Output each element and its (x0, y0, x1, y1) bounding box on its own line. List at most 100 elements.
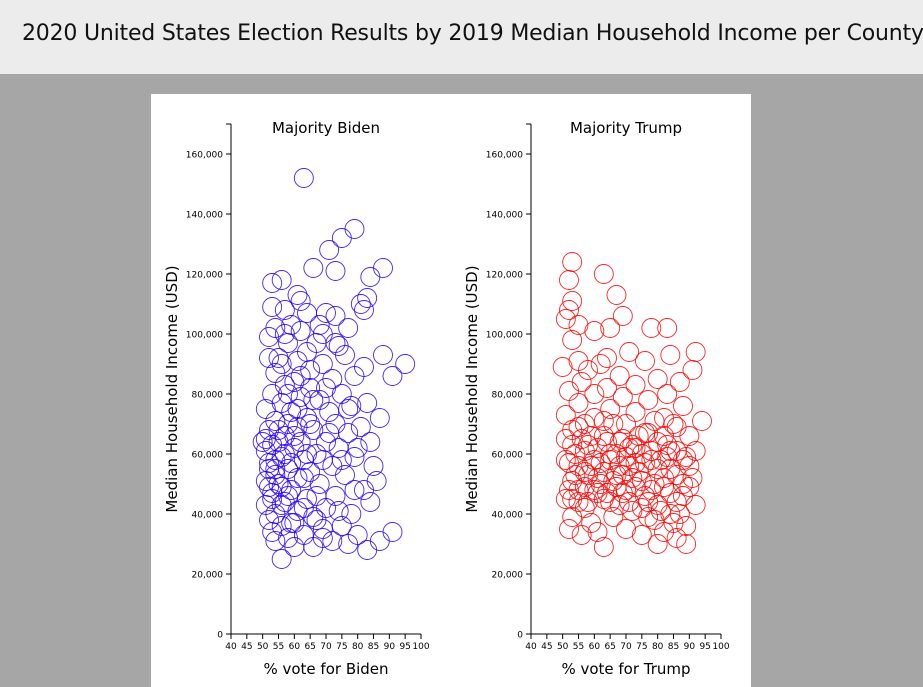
data-point (625, 477, 646, 497)
data-point (568, 417, 589, 437)
data-point (278, 384, 298, 404)
data-point (284, 537, 305, 557)
data-point (578, 360, 598, 380)
data-point (584, 408, 605, 428)
y-tick-label: 160,000 (186, 151, 223, 161)
x-tick-label: 95 (699, 642, 710, 652)
data-point (259, 327, 279, 347)
data-point (559, 270, 579, 290)
data-point (657, 318, 678, 338)
y-tick-label: 80,000 (192, 391, 224, 401)
data-point (303, 390, 324, 410)
data-point (297, 303, 317, 323)
y-axis-label: Median Household Income (USD) (463, 265, 481, 512)
data-point (635, 351, 655, 371)
data-point (287, 399, 308, 419)
data-point (325, 333, 346, 353)
data-point (265, 465, 286, 485)
data-point (685, 441, 706, 461)
data-point (319, 423, 340, 443)
y-tick-label: 140,000 (186, 211, 223, 221)
data-point (676, 534, 697, 554)
data-point (354, 480, 374, 500)
data-point (325, 414, 346, 434)
data-point (590, 453, 611, 473)
data-point (603, 507, 624, 527)
data-point (366, 471, 387, 491)
data-point (360, 267, 381, 287)
data-point (631, 525, 652, 545)
chart-panel: 0 20,000 40,000 60,000 80,000 100,000 120,000 1… (151, 94, 751, 687)
data-point (259, 477, 279, 497)
data-point (284, 426, 305, 446)
data-point (344, 219, 365, 239)
data-point (341, 396, 362, 416)
data-point (350, 294, 371, 314)
data-point (357, 288, 378, 308)
data-point (600, 399, 621, 419)
data-point (312, 354, 333, 374)
data-point (357, 393, 378, 413)
y-tick-label: 20,000 (192, 571, 224, 581)
x-tick-label: 65 (304, 642, 315, 652)
data-point (597, 378, 617, 398)
data-point (373, 345, 393, 365)
data-point (325, 486, 346, 506)
data-point (682, 468, 703, 488)
data-point (657, 384, 678, 404)
chart-1: 0 20,000 40,000 60,000 80,000 100,000 120,000 1… (463, 119, 730, 678)
x-tick-label: 70 (320, 642, 332, 652)
y-axis-label: Median Household Income (USD) (163, 265, 181, 512)
data-point (663, 414, 684, 434)
x-tick-label: 85 (668, 642, 679, 652)
data-point (654, 477, 674, 497)
data-point (555, 429, 576, 449)
data-point (341, 504, 362, 524)
data-point (300, 360, 321, 380)
data-point (616, 414, 636, 434)
data-point (559, 519, 579, 539)
data-point (641, 480, 662, 500)
data-point (268, 432, 289, 452)
data-point (363, 456, 384, 476)
data-point (647, 369, 668, 389)
data-point (612, 387, 633, 407)
y-tick-label: 100,000 (486, 331, 523, 341)
x-tick-label: 70 (620, 642, 632, 652)
data-point (660, 345, 681, 365)
data-point (593, 462, 614, 482)
data-point (360, 492, 381, 512)
data-point (666, 528, 687, 548)
data-point (638, 390, 659, 410)
y-tick-label: 40,000 (192, 511, 224, 521)
chart-title: Majority Biden (272, 119, 380, 137)
x-tick-label: 60 (589, 642, 601, 652)
y-tick-label: 120,000 (486, 271, 523, 281)
title-bar: 2020 United States Election Results by 2… (0, 0, 923, 74)
data-point (663, 513, 684, 533)
data-point (631, 444, 652, 464)
data-point (303, 258, 324, 278)
data-point (673, 474, 693, 494)
data-point (325, 261, 346, 281)
data-point (669, 372, 690, 392)
y-tick-label: 20,000 (492, 571, 524, 581)
data-point (338, 534, 359, 554)
data-point (331, 228, 352, 248)
data-point (647, 534, 668, 554)
data-point (278, 414, 298, 434)
data-point (625, 375, 646, 395)
x-tick-label: 50 (557, 642, 569, 652)
data-point (271, 549, 292, 569)
x-tick-label: 55 (573, 642, 584, 652)
x-tick-label: 40 (225, 642, 237, 652)
x-tick-label: 75 (336, 642, 347, 652)
data-point (382, 366, 403, 386)
y-tick-label: 140,000 (486, 211, 523, 221)
data-point (581, 513, 602, 533)
data-point (682, 360, 703, 380)
data-point (559, 453, 579, 473)
data-point (619, 342, 640, 362)
data-point (344, 366, 365, 386)
chart-0: 0 20,000 40,000 60,000 80,000 100,000 120,000 1… (163, 119, 430, 678)
